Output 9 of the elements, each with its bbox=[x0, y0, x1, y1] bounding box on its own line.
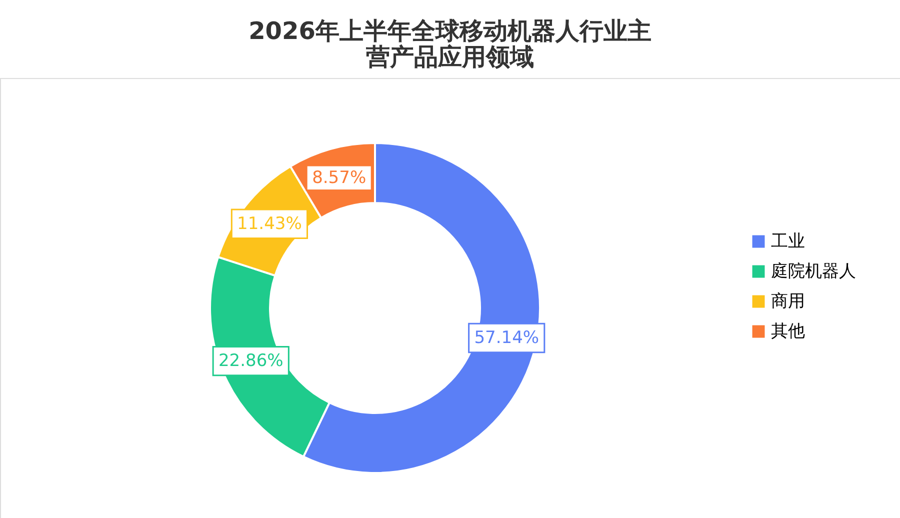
data-label: 22.86% bbox=[218, 351, 284, 372]
data-label: 11.43% bbox=[237, 214, 302, 234]
data-label: 8.57% bbox=[312, 168, 366, 188]
legend-label: 庭院机器人 bbox=[771, 262, 856, 282]
legend-label: 工业 bbox=[771, 232, 805, 252]
chart-title: 2026年上半年全球移动机器人行业主营产品应用领域 bbox=[248, 17, 652, 71]
data-label: 57.14% bbox=[474, 328, 540, 348]
legend-label: 商用 bbox=[771, 292, 805, 312]
legend-label: 其他 bbox=[771, 322, 805, 342]
